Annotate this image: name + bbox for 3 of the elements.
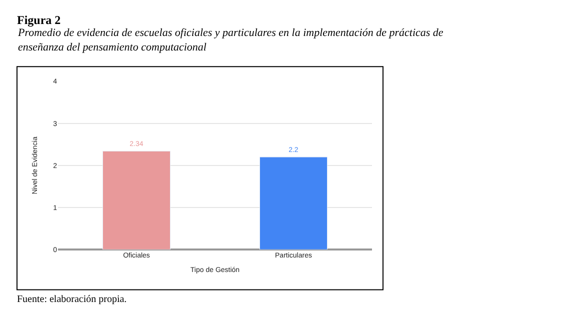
chart-subtitle: Promedio de evidencia de escuelas oficiales y particulares en la implementación de prácticas de enseñanza del pensamiento computacional (17, 27, 444, 54)
source-note: Fuente: elaboración propia. (17, 294, 127, 305)
chart-title: Figura 2 (17, 13, 61, 27)
